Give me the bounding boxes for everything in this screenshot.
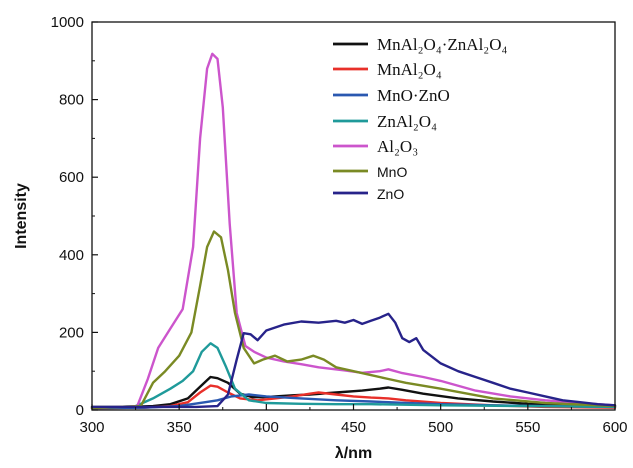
x-axis-title: λ/nm xyxy=(335,445,372,462)
legend-label-4: Al₂O₃ xyxy=(377,137,418,156)
legend-label-3: ZnAl₂O₄ xyxy=(377,112,437,131)
legend-label-5: MnO xyxy=(377,164,407,180)
y-tick-label: 400 xyxy=(59,247,84,264)
x-tick-label: 550 xyxy=(515,419,540,436)
x-tick-label: 350 xyxy=(167,419,192,436)
y-tick-label: 200 xyxy=(59,324,84,341)
legend: MnAl₂O₄·ZnAl₂O₄ MnAl₂O₄ MnO·ZnO ZnAl₂O₄ Al₂O… xyxy=(333,35,507,202)
legend-label-1: MnAl₂O₄ xyxy=(377,60,442,79)
series-line-4 xyxy=(90,52,617,410)
series-line-6 xyxy=(90,312,617,409)
series-line-5 xyxy=(90,230,617,410)
legend-label-0: MnAl₂O₄·ZnAl₂O₄ xyxy=(377,35,507,54)
y-tick-label: 600 xyxy=(59,169,84,186)
x-tick-label: 450 xyxy=(341,419,366,436)
y-tick-label: 1000 xyxy=(51,14,84,31)
x-tick-label: 300 xyxy=(79,419,104,436)
y-tick-label: 0 xyxy=(76,402,84,419)
series-layer xyxy=(90,52,617,410)
x-tick-label: 400 xyxy=(254,419,279,436)
series-line-3 xyxy=(90,342,617,410)
y-axis-title: Intensity xyxy=(13,183,30,249)
x-tick-label: 500 xyxy=(428,419,453,436)
legend-label-2: MnO·ZnO xyxy=(377,86,450,105)
axes-layer: 300 350 400 450 500 550 600 0 200 400 600 800 1000 xyxy=(51,14,628,436)
series-line-1 xyxy=(90,384,617,410)
legend-label-6: ZnO xyxy=(377,186,404,202)
series-line-0 xyxy=(90,375,617,409)
plot-frame xyxy=(91,21,616,411)
y-tick-label: 800 xyxy=(59,92,84,109)
x-tick-label: 600 xyxy=(602,419,627,436)
